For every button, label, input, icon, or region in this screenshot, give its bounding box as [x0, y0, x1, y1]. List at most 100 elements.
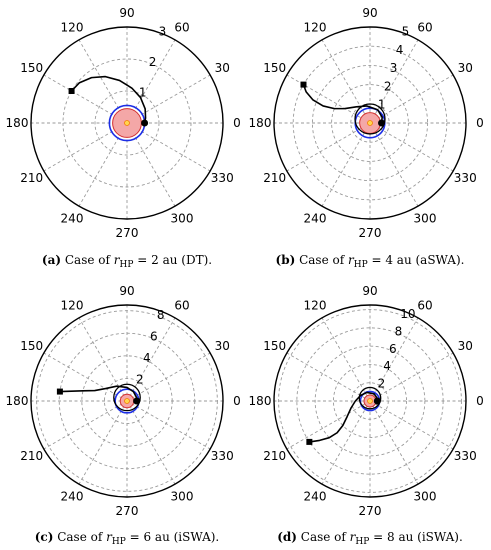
- angle-tick-label: 90: [119, 6, 134, 20]
- trajectory-end-marker: [141, 119, 149, 127]
- grid-ring: [331, 84, 409, 162]
- caption-label: (a): [42, 253, 61, 267]
- caption-label: (c): [35, 530, 54, 544]
- grid-spoke: [43, 352, 128, 402]
- polar-panel-2: 906030033030027024021018015012012345(b) …: [249, 6, 484, 270]
- caption-prefix: Case of: [53, 530, 106, 544]
- radius-tick-label: 1: [139, 86, 147, 100]
- caption-label: (d): [277, 530, 297, 544]
- radius-tick-label: 2: [149, 55, 157, 69]
- caption-variable: r: [348, 253, 355, 267]
- panel-caption: (c) Case of rHP = 6 au (iSWA).: [35, 530, 220, 547]
- grid-spoke: [43, 400, 128, 450]
- trajectory-end-marker: [373, 397, 381, 405]
- angle-tick-label: 120: [304, 299, 327, 313]
- angle-tick-label: 0: [233, 394, 241, 408]
- grid-ring: [36, 310, 218, 492]
- grid-spoke: [321, 39, 371, 124]
- trajectory-line: [309, 391, 379, 443]
- grid-ring: [314, 345, 426, 457]
- trajectory-start-marker: [56, 388, 63, 395]
- caption-subscript: HP: [120, 260, 134, 270]
- sun-marker: [367, 398, 373, 404]
- angle-tick-label: 240: [61, 489, 84, 503]
- grid-ring: [332, 363, 408, 439]
- grid-spoke: [126, 122, 211, 172]
- grid-spoke: [126, 352, 211, 402]
- grid-spoke: [369, 122, 419, 207]
- grid-spoke: [286, 400, 371, 450]
- trajectory-start-marker: [306, 438, 313, 445]
- caption-suffix: = 6 au (iSWA).: [126, 530, 219, 544]
- radius-tick-label: 1: [378, 98, 386, 112]
- angle-tick-label: 330: [454, 171, 477, 185]
- angle-tick-label: 60: [174, 299, 189, 313]
- caption-prefix: Case of: [61, 253, 114, 267]
- angle-tick-label: 120: [61, 21, 84, 35]
- caption-variable: r: [106, 530, 113, 544]
- grid-spoke: [369, 400, 454, 450]
- angle-tick-label: 120: [304, 21, 327, 35]
- angle-tick-label: 180: [6, 394, 29, 408]
- grid-spoke: [369, 400, 419, 485]
- angle-tick-label: 30: [458, 339, 473, 353]
- outer-boundary: [30, 26, 224, 220]
- radius-tick-label: 4: [143, 351, 151, 365]
- angle-tick-label: 300: [171, 489, 194, 503]
- sun-marker: [367, 120, 373, 126]
- angle-tick-label: 120: [61, 299, 84, 313]
- caption-subscript: HP: [354, 260, 368, 270]
- grid-ring: [81, 355, 173, 447]
- grid-spoke: [78, 400, 128, 485]
- radius-tick-label: 6: [150, 330, 158, 344]
- radius-tick-label: 3: [390, 61, 398, 75]
- panel-caption: (d) Case of rHP = 8 au (iSWA).: [277, 530, 463, 547]
- radius-tick-label: 10: [400, 307, 415, 321]
- radius-tick-label: 3: [159, 25, 167, 39]
- sun-marker: [124, 398, 130, 404]
- radius-tick-label: 8: [395, 324, 403, 338]
- grid-spoke: [286, 352, 371, 402]
- angle-tick-label: 180: [249, 116, 272, 130]
- caption-variable: r: [114, 253, 121, 267]
- trajectory-start-marker: [300, 81, 307, 88]
- grid-spoke: [286, 122, 371, 172]
- grid-ring: [292, 45, 448, 201]
- trajectory-end-marker: [133, 397, 141, 405]
- outer-boundary: [273, 26, 467, 220]
- radius-tick-label: 4: [383, 359, 391, 373]
- grid-ring: [62, 58, 192, 188]
- grid-spoke: [126, 400, 176, 485]
- angle-tick-label: 240: [61, 211, 84, 225]
- angle-tick-label: 150: [20, 61, 43, 75]
- trajectory-line: [302, 84, 383, 124]
- caption-suffix: = 8 au (iSWA).: [369, 530, 462, 544]
- grid-spoke: [369, 39, 419, 124]
- radius-tick-label: 2: [384, 79, 392, 93]
- caption-subscript: HP: [112, 537, 126, 547]
- angle-tick-label: 0: [476, 116, 484, 130]
- angle-tick-label: 30: [215, 339, 230, 353]
- angle-tick-label: 270: [359, 504, 382, 518]
- angle-tick-label: 30: [215, 61, 230, 75]
- caption-suffix: = 4 au (aSWA).: [368, 253, 465, 267]
- loop-circle: [358, 386, 382, 410]
- panel-caption: (b) Case of rHP = 4 au (aSWA).: [276, 253, 465, 270]
- trajectory-end-marker: [378, 119, 386, 127]
- grid-spoke: [78, 39, 128, 124]
- loop-circle: [354, 103, 386, 135]
- angle-tick-label: 60: [417, 299, 432, 313]
- polar-panel-4: 9060300330300270240210180150120246810(d)…: [249, 284, 484, 547]
- caption-variable: r: [350, 530, 357, 544]
- angle-tick-label: 150: [263, 339, 286, 353]
- loop-circle: [113, 383, 141, 412]
- angle-tick-label: 210: [263, 449, 286, 463]
- angle-tick-label: 90: [362, 284, 377, 298]
- angle-tick-label: 240: [304, 489, 327, 503]
- grid-ring: [278, 309, 462, 493]
- angle-tick-label: 60: [417, 21, 432, 35]
- grid-ring: [94, 90, 160, 156]
- caption-prefix: Case of: [295, 253, 348, 267]
